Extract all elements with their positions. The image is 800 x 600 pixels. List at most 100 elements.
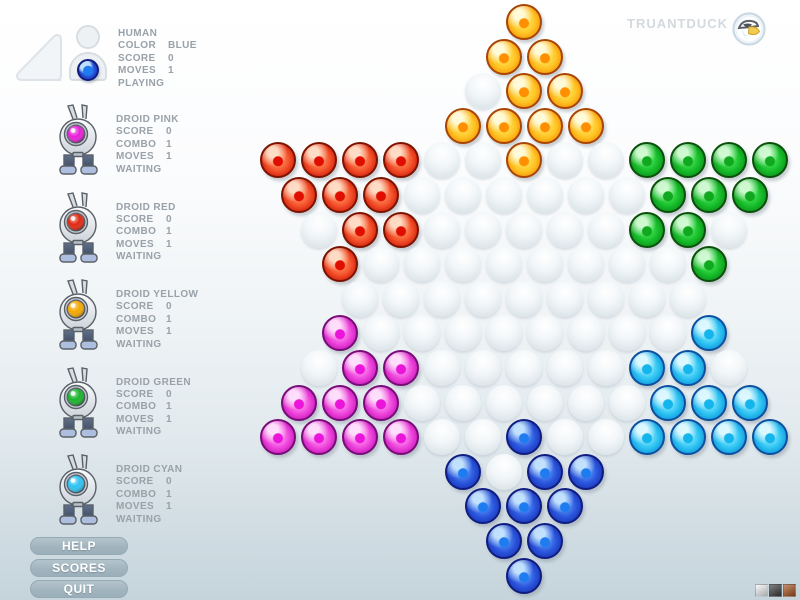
board-marble-green[interactable] — [690, 246, 727, 283]
board-marble-red[interactable] — [383, 211, 419, 248]
board-hole[interactable] — [567, 177, 604, 213]
board-marble-blue[interactable] — [526, 453, 563, 490]
board-hole[interactable] — [424, 142, 460, 179]
board-marble-yellow[interactable] — [506, 73, 542, 110]
board-hole[interactable] — [403, 177, 440, 213]
board-hole[interactable] — [444, 246, 481, 283]
scores-button[interactable]: SCORES — [30, 558, 128, 577]
board-marble-red[interactable] — [301, 142, 337, 179]
board-marble-blue[interactable] — [547, 488, 583, 525]
board-hole[interactable] — [506, 350, 542, 386]
board-marble-yellow[interactable] — [547, 73, 583, 110]
board-marble-red[interactable] — [342, 142, 378, 179]
board-hole[interactable] — [588, 350, 624, 386]
board-marble-cyan[interactable] — [629, 419, 665, 456]
help-button[interactable]: HELP — [30, 537, 128, 555]
board-marble-red[interactable] — [280, 177, 317, 213]
board-marble-red[interactable] — [260, 142, 296, 179]
board-marble-yellow[interactable] — [526, 107, 563, 144]
board-marble-blue[interactable] — [526, 523, 563, 559]
board-hole[interactable] — [424, 419, 460, 456]
board-hole[interactable] — [547, 350, 583, 386]
board-hole[interactable] — [526, 315, 563, 352]
board-marble-red[interactable] — [321, 177, 358, 213]
board-marble-red[interactable] — [342, 211, 378, 248]
board-hole[interactable] — [608, 315, 645, 352]
board-hole[interactable] — [711, 211, 747, 248]
board-marble-green[interactable] — [711, 142, 747, 179]
board-hole[interactable] — [444, 315, 481, 352]
board-hole[interactable] — [362, 315, 399, 352]
board-hole[interactable] — [526, 246, 563, 283]
board-marble-cyan[interactable] — [629, 350, 665, 386]
board-marble-blue[interactable] — [444, 453, 481, 490]
board-marble-yellow[interactable] — [444, 107, 481, 144]
board-hole[interactable] — [424, 350, 460, 386]
board-marble-cyan[interactable] — [649, 384, 686, 421]
board-hole[interactable] — [444, 384, 481, 421]
board-marble-magenta[interactable] — [280, 384, 317, 421]
board-hole[interactable] — [465, 280, 501, 317]
board-marble-green[interactable] — [649, 177, 686, 213]
board-marble-blue[interactable] — [506, 419, 542, 456]
board-marble-magenta[interactable] — [383, 350, 419, 386]
board-marble-cyan[interactable] — [711, 419, 747, 456]
board-hole[interactable] — [342, 280, 378, 317]
quit-button[interactable]: QUIT — [30, 580, 128, 598]
board-hole[interactable] — [608, 246, 645, 283]
board-marble-magenta[interactable] — [321, 315, 358, 352]
board-hole[interactable] — [465, 419, 501, 456]
board-hole[interactable] — [588, 280, 624, 317]
board-marble-magenta[interactable] — [342, 350, 378, 386]
board-hole[interactable] — [608, 177, 645, 213]
board-hole[interactable] — [547, 419, 583, 456]
board-hole[interactable] — [465, 73, 501, 110]
board-hole[interactable] — [465, 211, 501, 248]
board-hole[interactable] — [485, 384, 522, 421]
board-hole[interactable] — [588, 419, 624, 456]
board-hole[interactable] — [383, 280, 419, 317]
board-hole[interactable] — [485, 177, 522, 213]
board-hole[interactable] — [649, 246, 686, 283]
board-hole[interactable] — [567, 384, 604, 421]
board-hole[interactable] — [362, 246, 399, 283]
board-hole[interactable] — [608, 384, 645, 421]
board-marble-cyan[interactable] — [690, 384, 727, 421]
board-marble-green[interactable] — [752, 142, 788, 179]
board-marble-cyan[interactable] — [731, 384, 768, 421]
board-hole[interactable] — [547, 280, 583, 317]
board-hole[interactable] — [588, 211, 624, 248]
board-marble-yellow[interactable] — [506, 4, 542, 40]
board-hole[interactable] — [629, 280, 665, 317]
theme-swatch-dark[interactable] — [769, 584, 782, 597]
board-hole[interactable] — [403, 246, 440, 283]
board-marble-magenta[interactable] — [362, 384, 399, 421]
board-marble-green[interactable] — [670, 211, 706, 248]
board-marble-magenta[interactable] — [321, 384, 358, 421]
board-marble-red[interactable] — [383, 142, 419, 179]
board-marble-blue[interactable] — [485, 523, 522, 559]
board-hole[interactable] — [465, 350, 501, 386]
board-marble-red[interactable] — [321, 246, 358, 283]
board-marble-blue[interactable] — [567, 453, 604, 490]
board-marble-red[interactable] — [362, 177, 399, 213]
theme-swatch-light[interactable] — [755, 584, 768, 597]
board-hole[interactable] — [649, 315, 686, 352]
board-hole[interactable] — [485, 246, 522, 283]
board-marble-magenta[interactable] — [260, 419, 296, 456]
board-hole[interactable] — [403, 384, 440, 421]
board-hole[interactable] — [424, 280, 460, 317]
board-marble-cyan[interactable] — [670, 419, 706, 456]
board-hole[interactable] — [567, 315, 604, 352]
board-marble-cyan[interactable] — [752, 419, 788, 456]
board-marble-blue[interactable] — [506, 488, 542, 525]
board-hole[interactable] — [403, 315, 440, 352]
board-marble-magenta[interactable] — [342, 419, 378, 456]
board-hole[interactable] — [567, 246, 604, 283]
board-marble-blue[interactable] — [506, 557, 542, 594]
board-hole[interactable] — [301, 211, 337, 248]
board-hole[interactable] — [588, 142, 624, 179]
theme-swatch-rust[interactable] — [783, 584, 796, 597]
board-hole[interactable] — [670, 280, 706, 317]
board-marble-yellow[interactable] — [485, 38, 522, 75]
